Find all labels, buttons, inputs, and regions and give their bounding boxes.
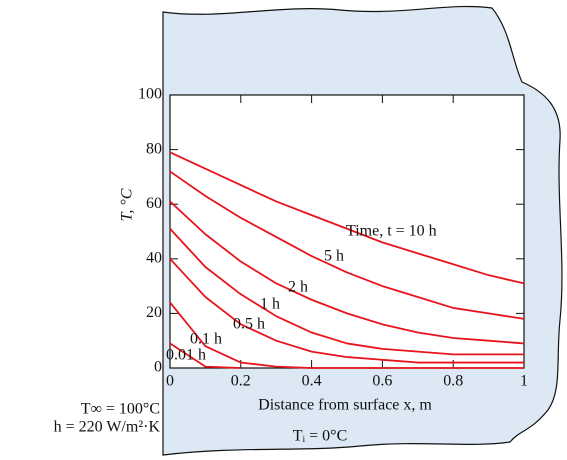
curve-label: 1 h — [260, 296, 280, 313]
annotation: Tᵢ = 0°C — [293, 428, 347, 445]
curve-label: 5 h — [324, 248, 344, 265]
curve-label: Time, t = 10 h — [346, 223, 437, 240]
y-tick-label: 60 — [146, 195, 162, 212]
temperature-curve — [169, 301, 524, 369]
y-axis-label: T, °C — [119, 188, 136, 221]
x-tick-label: 0.8 — [443, 373, 463, 390]
y-tick-label: 100 — [138, 86, 162, 103]
temperature-curve — [169, 342, 241, 369]
x-tick-label: 0 — [166, 373, 174, 390]
y-tick-label: 20 — [146, 304, 162, 321]
y-tick-label: 0 — [154, 359, 162, 376]
x-tick-label: 0.4 — [302, 373, 322, 390]
x-axis-label: Distance from surface x, m — [258, 397, 432, 414]
temperature-curve — [169, 151, 525, 285]
plot-area — [169, 94, 525, 369]
curve-label: 0.1 h — [190, 331, 222, 348]
temperature-curve — [169, 228, 524, 356]
curve-label: 2 h — [288, 279, 308, 296]
annotation: T∞ = 100°C — [81, 401, 160, 418]
temperature-curve — [169, 200, 525, 345]
x-tick-label: 0.6 — [372, 373, 392, 390]
temperature-curve — [169, 170, 525, 320]
x-tick-label: 1 — [520, 373, 528, 390]
annotation: h = 220 W/m²·K — [54, 419, 161, 436]
x-tick-label: 0.2 — [231, 373, 251, 390]
y-tick-label: 80 — [146, 140, 162, 157]
curve-label: 0.5 h — [233, 316, 265, 333]
temperature-curve — [169, 258, 524, 364]
curve-label: 0.01 h — [166, 347, 206, 364]
y-tick-label: 40 — [146, 249, 162, 266]
